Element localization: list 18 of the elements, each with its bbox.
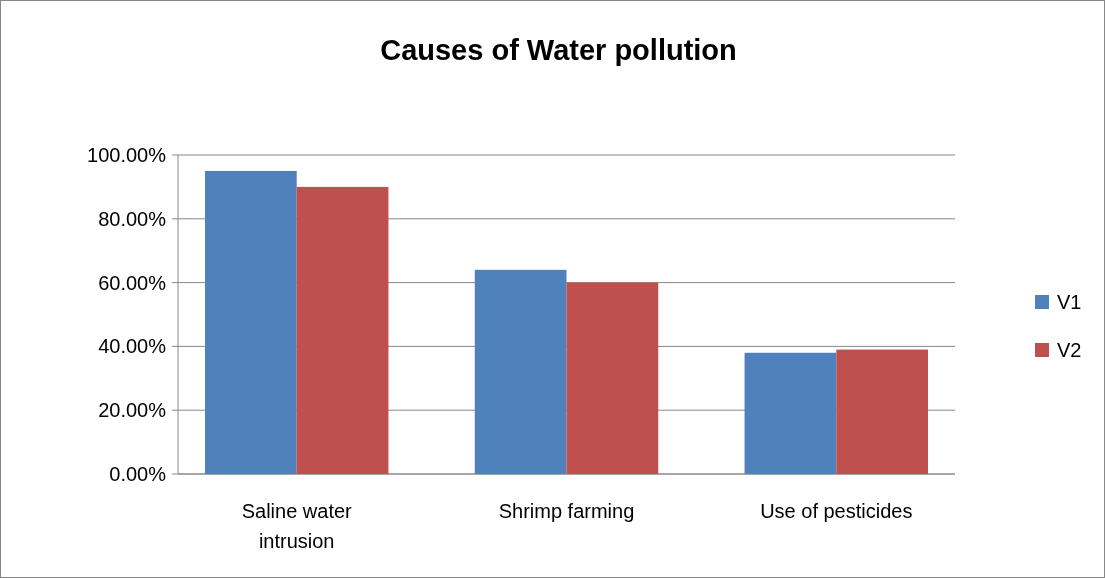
bar [836, 349, 929, 474]
y-tick-label: 0.00% [109, 463, 167, 485]
bar [296, 186, 389, 474]
chart-title: Causes of Water pollution [380, 34, 737, 66]
x-tick-label: Saline water intrusion [241, 500, 353, 552]
y-tick-label: 40.00% [98, 335, 167, 358]
y-tick-label: 60.00% [98, 271, 167, 294]
legend-label: V1 [1057, 291, 1082, 313]
x-tick-label: Shrimp farming [498, 500, 635, 522]
y-tick-label: 80.00% [98, 207, 167, 230]
legend-label: V2 [1057, 339, 1082, 361]
x-tick-label: Use of pesticides [760, 500, 913, 522]
bar [566, 282, 659, 474]
bar [744, 352, 837, 474]
bar [204, 170, 297, 474]
bar [474, 269, 567, 474]
y-tick-label: 100.00% [87, 144, 167, 166]
y-tick-label: 20.00% [98, 399, 167, 422]
